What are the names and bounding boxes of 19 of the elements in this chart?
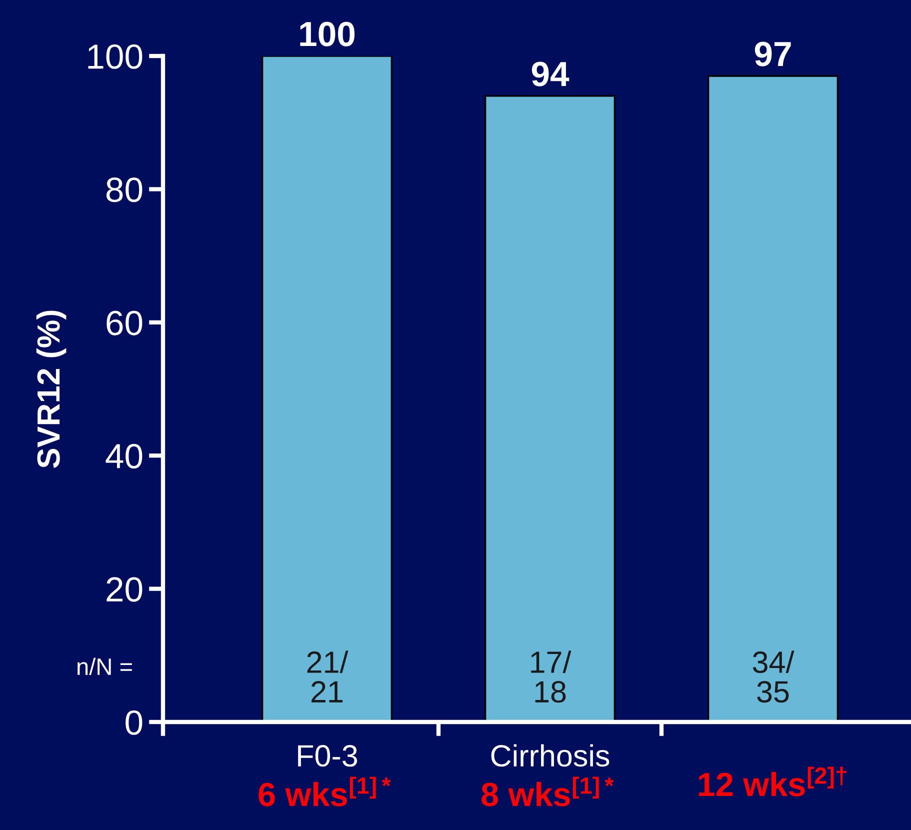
text: 6 wks$^{[1]*}$ — [258, 776, 391, 806]
data-label: 100 — [300, 22, 355, 46]
annotation: 34/ 35 — [752, 650, 794, 703]
y-tick-label: 80 — [106, 178, 142, 202]
text: n/N = — [78, 658, 132, 676]
data-label: 94 — [532, 62, 570, 86]
data-label: 97 — [754, 42, 791, 66]
x-tick-label: F0-3 — [298, 745, 358, 767]
y-tick-label: 20 — [106, 577, 142, 602]
text: 8 wks$^{[1]*}$ — [482, 776, 614, 806]
y-tick-label: 100 — [88, 44, 142, 69]
text: 12 wks$^{[2]†}$ — [698, 766, 846, 796]
annotation: 17/ 18 — [531, 650, 572, 703]
y-tick-label: 60 — [106, 310, 142, 336]
y-tick-label: 0 — [126, 710, 142, 735]
y-axis-title: SVR12 (%) — [36, 310, 66, 468]
y-tick-label: 40 — [106, 444, 142, 469]
annotation: 21/ 21 — [307, 650, 348, 702]
x-tick-label: Cirrhosis — [491, 744, 610, 767]
